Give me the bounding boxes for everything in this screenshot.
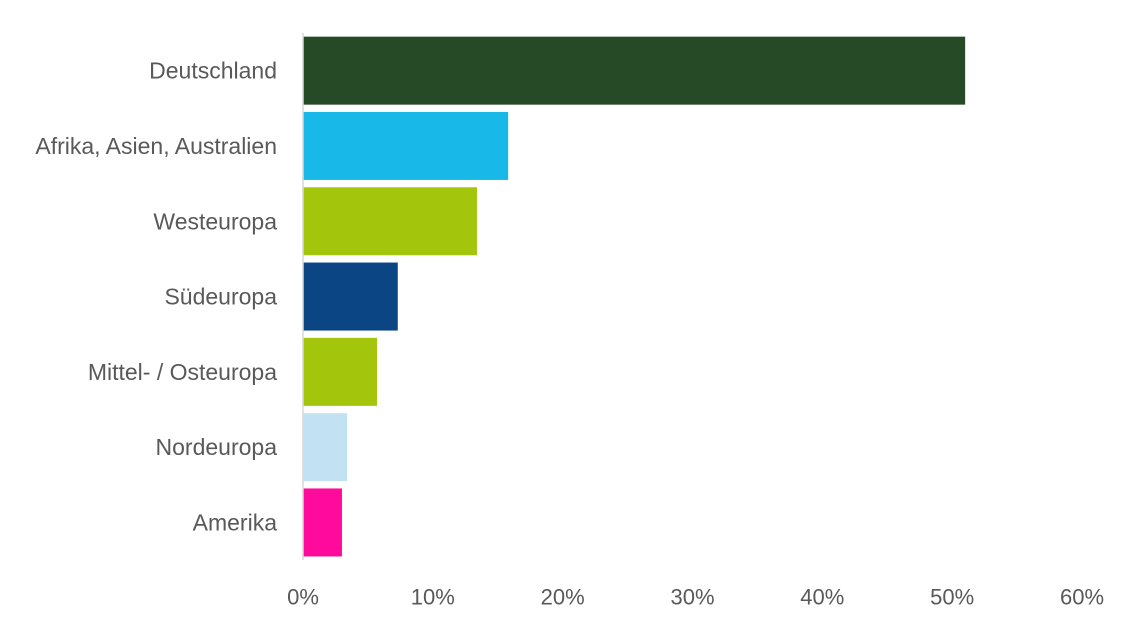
x-tick-label: 50% — [930, 585, 974, 610]
x-tick-labels: 0% 10% 20% 30% 40% 50% 60% — [287, 585, 1104, 610]
x-tick-label: 20% — [541, 585, 585, 610]
bar — [303, 337, 378, 406]
category-label: Afrika, Asien, Australien — [35, 133, 277, 159]
x-tick-label: 30% — [670, 585, 714, 610]
category-label: Deutschland — [149, 58, 277, 84]
category-label: Mittel- / Osteuropa — [88, 359, 277, 385]
category-label: Amerika — [193, 509, 278, 535]
x-tick-label: 0% — [287, 585, 319, 610]
bar — [303, 413, 348, 482]
x-tick-label: 60% — [1060, 585, 1104, 610]
bar — [303, 187, 477, 256]
bar — [303, 36, 966, 105]
x-tick-label: 40% — [800, 585, 844, 610]
category-label: Westeuropa — [153, 208, 277, 234]
category-label: Nordeuropa — [156, 434, 278, 460]
category-label: Südeuropa — [164, 284, 277, 310]
category-labels: Deutschland Afrika, Asien, Australien West… — [35, 58, 277, 536]
x-tick-label: 10% — [411, 585, 455, 610]
bar — [303, 488, 342, 557]
bars-group — [303, 36, 966, 557]
bar — [303, 262, 398, 331]
bar — [303, 111, 509, 180]
